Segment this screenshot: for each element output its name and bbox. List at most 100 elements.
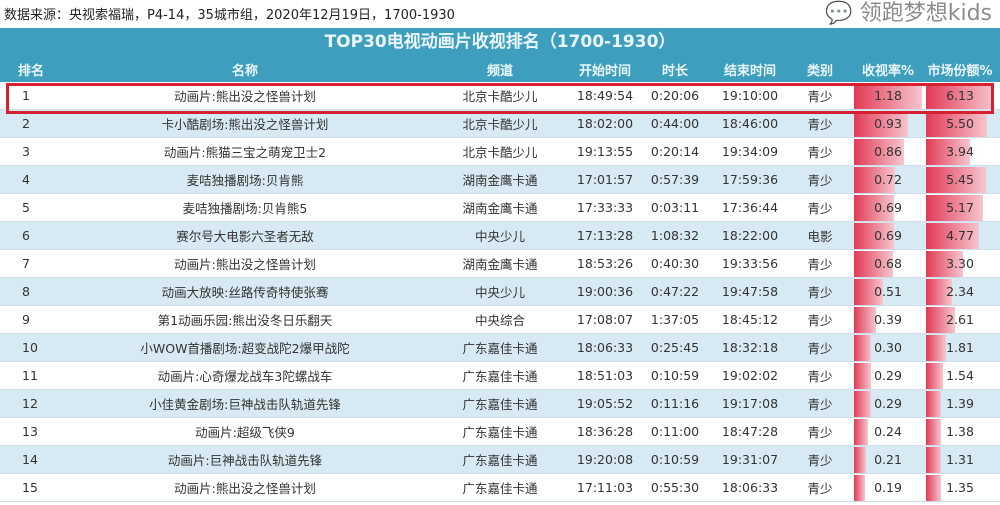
cell-market-share: 1.54 bbox=[926, 362, 994, 389]
data-bar bbox=[854, 222, 894, 249]
watermark-text: 领跑梦想kids bbox=[859, 1, 992, 26]
cell-duration: 0:44:00 bbox=[650, 116, 700, 131]
cell-start-time: 17:01:57 bbox=[576, 172, 634, 187]
cell-category: 青少 bbox=[807, 397, 833, 412]
cell-rank: 11 bbox=[22, 368, 38, 383]
table-row: 2 卡小酷剧场:熊出没之怪兽计划 北京卡酷少儿 18:02:00 0:44:00 18:4… bbox=[0, 110, 1000, 138]
data-bar bbox=[926, 418, 942, 445]
value: 0.21 bbox=[874, 451, 902, 467]
cell-rank: 9 bbox=[22, 312, 30, 327]
value: 0.39 bbox=[874, 311, 902, 327]
cell-end-time: 18:45:12 bbox=[721, 312, 779, 327]
data-bar bbox=[926, 446, 941, 473]
value: 1.31 bbox=[946, 451, 974, 467]
cell-name: 卡小酷剧场:熊出没之怪兽计划 bbox=[161, 117, 329, 132]
cell-channel: 广东嘉佳卡通 bbox=[462, 397, 538, 412]
cell-channel: 广东嘉佳卡通 bbox=[462, 425, 538, 440]
cell-category: 青少 bbox=[807, 173, 833, 188]
cell-rank: 10 bbox=[22, 340, 38, 355]
table-row: 12 小佳黄金剧场:巨神战击队轨道先锋 广东嘉佳卡通 19:05:52 0:11:16 1… bbox=[0, 390, 1000, 418]
cell-channel: 湖南金鹰卡通 bbox=[462, 201, 538, 216]
cell-channel: 中央少儿 bbox=[474, 229, 525, 244]
cell-rating: 0.93 bbox=[854, 110, 922, 137]
cell-duration: 0:40:30 bbox=[650, 256, 700, 271]
cell-duration: 0:10:59 bbox=[650, 368, 700, 383]
value: 4.77 bbox=[946, 227, 974, 243]
data-bar bbox=[854, 82, 922, 109]
cell-end-time: 18:32:18 bbox=[721, 340, 779, 355]
cell-market-share: 5.45 bbox=[926, 166, 994, 193]
table-row: 1 动画片:熊出没之怪兽计划 北京卡酷少儿 18:49:54 0:20:06 19:10:… bbox=[0, 82, 1000, 110]
cell-name: 动画片:熊出没之怪兽计划 bbox=[174, 257, 316, 272]
ranking-table: TOP30电视动画片收视排名（1700-1930） 排名 名称 频道 开始时间 时长 结束… bbox=[0, 28, 1000, 502]
cell-duration: 0:57:39 bbox=[650, 172, 700, 187]
table-row: 4 麦咭独播剧场:贝肯熊 湖南金鹰卡通 17:01:57 0:57:39 17:59:36… bbox=[0, 166, 1000, 194]
cell-rank: 12 bbox=[22, 396, 38, 411]
data-bar bbox=[926, 306, 955, 333]
cell-end-time: 18:47:28 bbox=[721, 424, 779, 439]
value: 0.69 bbox=[874, 199, 902, 215]
data-bar bbox=[854, 306, 877, 333]
cell-channel: 湖南金鹰卡通 bbox=[462, 257, 538, 272]
cell-rating: 0.29 bbox=[854, 362, 922, 389]
column-header: 时长 bbox=[661, 63, 688, 79]
cell-end-time: 19:02:02 bbox=[721, 368, 779, 383]
cell-market-share: 1.81 bbox=[926, 334, 994, 361]
table-title: TOP30电视动画片收视排名（1700-1930） bbox=[0, 28, 1000, 56]
cell-name: 动画片:心奇爆龙战车3陀螺战车 bbox=[157, 369, 333, 384]
cell-channel: 湖南金鹰卡通 bbox=[462, 173, 538, 188]
cell-name: 第1动画乐园:熊出没冬日乐翻天 bbox=[157, 313, 333, 328]
value: 2.34 bbox=[946, 283, 974, 299]
cell-category: 青少 bbox=[807, 313, 833, 328]
cell-duration: 0:10:59 bbox=[650, 452, 700, 467]
cell-start-time: 17:33:33 bbox=[576, 200, 634, 215]
cell-rank: 3 bbox=[22, 144, 30, 159]
table-row: 10 小WOW首播剧场:超变战陀2爆甲战陀 广东嘉佳卡通 18:06:33 0:25:4… bbox=[0, 334, 1000, 362]
cell-start-time: 19:00:36 bbox=[576, 284, 634, 299]
cell-start-time: 17:13:28 bbox=[576, 228, 634, 243]
cell-name: 动画片:熊猫三宝之萌宠卫士2 bbox=[163, 145, 327, 160]
cell-channel: 广东嘉佳卡通 bbox=[462, 369, 538, 384]
cell-market-share: 4.77 bbox=[926, 222, 994, 249]
data-bar bbox=[854, 138, 904, 165]
data-bar bbox=[926, 278, 952, 305]
cell-rating: 0.29 bbox=[854, 390, 922, 417]
cell-start-time: 18:02:00 bbox=[576, 116, 634, 131]
cell-channel: 广东嘉佳卡通 bbox=[462, 453, 538, 468]
highlight-box bbox=[6, 83, 994, 114]
cell-name: 赛尔号大电影六圣者无敌 bbox=[176, 229, 314, 244]
data-bar bbox=[926, 250, 963, 277]
cell-rank: 2 bbox=[22, 116, 30, 131]
cell-category: 青少 bbox=[807, 201, 833, 216]
cell-name: 动画片:熊出没之怪兽计划 bbox=[174, 89, 316, 104]
value: 0.24 bbox=[874, 423, 902, 439]
table-row: 15 动画片:熊出没之怪兽计划 广东嘉佳卡通 17:11:03 0:55:30 18:06… bbox=[0, 474, 1000, 502]
cell-market-share: 3.30 bbox=[926, 250, 994, 277]
cell-start-time: 18:36:28 bbox=[576, 424, 634, 439]
column-header: 结束时间 bbox=[723, 63, 776, 79]
value: 1.81 bbox=[946, 339, 974, 355]
cell-duration: 0:55:30 bbox=[650, 480, 700, 495]
watermark: 💬 领跑梦想kids bbox=[825, 0, 992, 28]
cell-category: 青少 bbox=[807, 369, 833, 384]
cell-category: 青少 bbox=[807, 481, 833, 496]
cell-rating: 0.19 bbox=[854, 474, 922, 501]
cell-end-time: 19:17:08 bbox=[721, 396, 779, 411]
cell-market-share: 3.94 bbox=[926, 138, 994, 165]
cell-start-time: 18:49:54 bbox=[576, 88, 634, 103]
cell-market-share: 6.13 bbox=[926, 82, 994, 109]
cell-rank: 14 bbox=[22, 452, 38, 467]
cell-end-time: 18:22:00 bbox=[721, 228, 779, 243]
cell-category: 青少 bbox=[807, 145, 833, 160]
data-source-note: 数据来源：央视索福瑞，P4-14，35城市组，2020年12月19日，1700-… bbox=[4, 8, 455, 23]
table-row: 14 动画片:巨神战击队轨道先锋 广东嘉佳卡通 19:20:08 0:10:59 19:3… bbox=[0, 446, 1000, 474]
cell-rating: 0.72 bbox=[854, 166, 922, 193]
data-bar bbox=[926, 110, 987, 137]
cell-start-time: 19:20:08 bbox=[576, 452, 634, 467]
value: 0.72 bbox=[874, 171, 902, 187]
cell-rank: 13 bbox=[22, 424, 38, 439]
cell-category: 青少 bbox=[807, 285, 833, 300]
value: 6.13 bbox=[946, 87, 974, 103]
data-bar bbox=[926, 194, 984, 221]
cell-end-time: 19:34:09 bbox=[721, 144, 779, 159]
